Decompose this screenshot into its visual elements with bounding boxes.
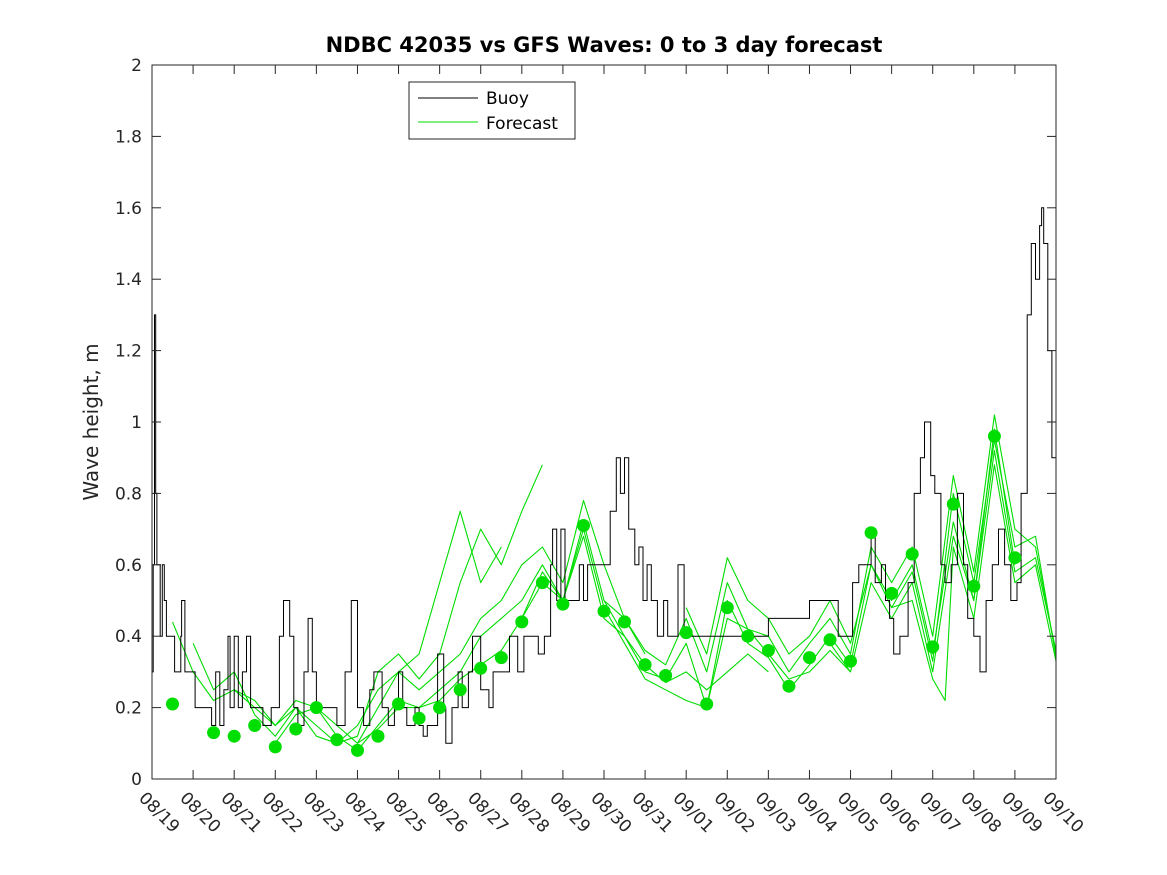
analysis-points	[166, 429, 1022, 757]
analysis-point-30	[782, 679, 796, 693]
analysis-point-13	[433, 701, 447, 715]
analysis-point-39	[967, 579, 981, 593]
legend: Buoy Forecast	[408, 81, 576, 140]
analysis-point-10	[371, 729, 385, 743]
analysis-point-3	[227, 729, 241, 743]
analysis-point-40	[987, 429, 1001, 443]
forecast-line-10	[891, 464, 1057, 702]
analysis-point-1	[166, 697, 179, 711]
forecast-lines	[171, 414, 1057, 751]
y-tick-labels: 0 0.2 0.4 0.6 0.8 1 1.2 1.4 1.6 1.8 2	[115, 56, 142, 790]
analysis-point-24	[659, 669, 673, 682]
forecast-line-3	[233, 499, 646, 744]
analysis-point-34	[864, 526, 878, 540]
y-tick-label: 0.2	[115, 699, 142, 719]
analysis-point-12	[412, 711, 426, 725]
analysis-point-4	[248, 719, 262, 732]
forecast-line-7	[603, 414, 1057, 673]
analysis-point-31	[803, 651, 816, 665]
analysis-point-20	[577, 519, 590, 532]
forecast-line-6	[521, 428, 1016, 709]
y-tick-label: 1	[131, 413, 142, 433]
analysis-point-29	[761, 644, 775, 657]
analysis-point-27	[720, 601, 734, 615]
analysis-point-17	[515, 615, 529, 629]
analysis-point-35	[885, 586, 899, 600]
analysis-point-25	[679, 626, 693, 640]
analysis-point-26	[700, 697, 714, 711]
analysis-point-8	[330, 733, 344, 747]
analysis-point-9	[351, 743, 364, 757]
analysis-point-37	[926, 640, 940, 654]
plot-area: 00.20.40.60.811.21.41.61.82 08/1908/2008…	[115, 56, 1087, 837]
y-tick-label: 1.8	[115, 127, 142, 147]
analysis-point-5	[268, 740, 282, 754]
analysis-point-6	[289, 722, 303, 736]
forecast-line-9	[829, 450, 1057, 673]
analysis-point-21	[597, 604, 611, 618]
plot-background	[152, 65, 1056, 779]
analysis-point-2	[207, 726, 221, 740]
analysis-point-11	[392, 697, 405, 711]
analysis-point-32	[823, 633, 837, 647]
y-tick-label: 0.6	[115, 556, 142, 576]
analysis-point-33	[844, 654, 857, 668]
analysis-point-14	[453, 683, 467, 697]
y-tick-label: 0.4	[115, 627, 142, 647]
buoy-line	[152, 207, 1057, 744]
y-tick-label: 1.6	[115, 199, 142, 219]
legend-forecast-label: Forecast	[486, 114, 558, 134]
analysis-point-7	[309, 701, 323, 715]
y-tick-label: 2	[131, 56, 142, 76]
y-tick-label: 1.2	[115, 342, 142, 362]
analysis-point-23	[638, 658, 652, 672]
y-tick-label: 1.4	[115, 270, 142, 290]
analysis-point-18	[535, 576, 549, 590]
buoy-line-layer	[152, 207, 1057, 744]
y-tick-label: 0.8	[115, 484, 142, 504]
analysis-point-41	[1008, 551, 1022, 565]
y-axis-label: Wave height, m	[79, 343, 103, 500]
analysis-point-16	[494, 651, 508, 665]
analysis-point-28	[741, 629, 755, 643]
analysis-point-22	[618, 615, 631, 629]
chart-title: NDBC 42035 vs GFS Waves: 0 to 3 day fore…	[326, 33, 883, 57]
y-tick-label: 0	[131, 770, 142, 790]
analysis-point-15	[474, 661, 488, 675]
legend-buoy-label: Buoy	[486, 89, 529, 109]
axis-ticks	[151, 64, 1057, 780]
analysis-point-19	[556, 597, 570, 611]
legend-box	[408, 81, 576, 140]
analysis-point-36	[905, 547, 919, 561]
analysis-point-38	[946, 497, 960, 511]
